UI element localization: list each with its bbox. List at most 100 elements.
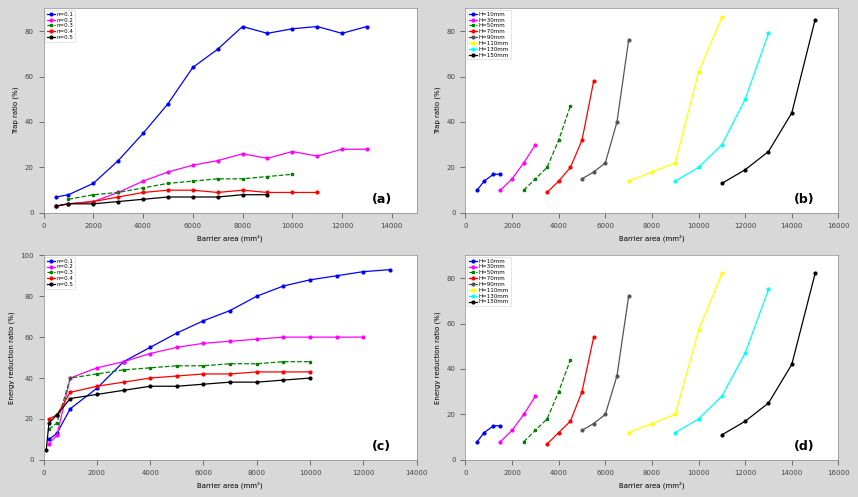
n=0.2 [362,146,372,152]
n=0.1 [118,359,129,365]
H=70mm [542,189,553,195]
n=0.4 [287,189,298,195]
H=30mm [530,142,541,148]
H=90mm [612,373,622,379]
Text: (d): (d) [794,440,814,453]
H=110mm [670,160,680,166]
Line: H=30mm: H=30mm [499,395,537,443]
n=0.5 [278,377,288,383]
H=30mm [518,160,529,166]
n=0.2 [312,153,323,159]
n=0.1 [113,158,124,164]
n=0.5 [251,379,262,385]
Line: n=0.5: n=0.5 [45,377,311,451]
Line: H=30mm: H=30mm [499,143,537,191]
n=0.2 [92,365,102,371]
Line: n=0.2: n=0.2 [55,148,368,207]
Y-axis label: Energy reduction ratio (%): Energy reduction ratio (%) [9,311,15,404]
n=0.5 [198,381,208,387]
H=50mm [542,416,553,422]
n=0.2 [118,359,129,365]
Line: H=110mm: H=110mm [627,16,723,182]
H=50mm [530,427,541,433]
H=110mm [716,270,727,276]
n=0.3 [145,365,155,371]
H=130mm [740,96,751,102]
H=50mm [518,187,529,193]
n=0.4 [263,189,273,195]
H=90mm [589,420,599,426]
H=70mm [542,441,553,447]
n=0.4 [63,201,74,207]
n=0.1 [163,101,173,107]
n=0.4 [44,416,54,422]
H=10mm [472,439,482,445]
n=0.2 [145,350,155,356]
H=50mm [542,165,553,170]
n=0.2 [51,432,62,438]
n=0.2 [44,440,54,446]
H=110mm [624,178,634,184]
n=0.5 [41,447,51,453]
n=0.2 [188,162,198,168]
H=70mm [553,178,564,184]
n=0.3 [92,371,102,377]
H=150mm [764,149,774,155]
n=0.5 [51,412,62,418]
n=0.5 [65,396,76,402]
n=0.3 [251,361,262,367]
Line: H=90mm: H=90mm [581,39,630,180]
n=0.3 [278,359,288,365]
Line: H=10mm: H=10mm [475,424,502,443]
H=70mm [589,334,599,340]
n=0.1 [305,277,315,283]
n=0.3 [113,189,124,195]
n=0.2 [138,178,148,184]
n=0.1 [88,180,99,186]
H=150mm [787,110,797,116]
n=0.2 [163,169,173,175]
n=0.3 [163,180,173,186]
H=150mm [716,180,727,186]
Line: n=0.3: n=0.3 [47,360,311,430]
H=150mm [716,432,727,438]
H=130mm [716,393,727,399]
H=50mm [553,389,564,395]
n=0.5 [113,199,124,205]
n=0.1 [198,318,208,324]
n=0.1 [251,293,262,299]
H=130mm [693,416,704,422]
n=0.4 [213,189,223,195]
H=90mm [577,176,587,182]
n=0.4 [88,199,99,205]
n=0.2 [113,189,124,195]
n=0.1 [238,23,248,29]
n=0.5 [238,192,248,198]
n=0.3 [305,359,315,365]
n=0.3 [238,176,248,182]
Text: (c): (c) [372,440,391,453]
n=0.1 [92,385,102,391]
n=0.2 [213,158,223,164]
n=0.5 [163,194,173,200]
n=0.5 [213,194,223,200]
H=110mm [693,328,704,333]
H=50mm [530,176,541,182]
n=0.4 [198,371,208,377]
n=0.3 [138,185,148,191]
n=0.3 [172,363,182,369]
n=0.1 [213,46,223,52]
H=130mm [670,178,680,184]
H=90mm [624,37,634,43]
n=0.2 [263,156,273,162]
Line: H=50mm: H=50mm [523,358,571,443]
H=70mm [577,389,587,395]
Text: (b): (b) [794,193,814,206]
n=0.4 [118,379,129,385]
Line: H=110mm: H=110mm [627,272,723,434]
H=70mm [565,165,576,170]
n=0.1 [362,23,372,29]
Legend: H=10mm, H=30mm, H=50mm, H=70mm, H=90mm, H=110mm, H=130mm, H=150mm: H=10mm, H=30mm, H=50mm, H=70mm, H=90mm, … [467,257,511,306]
n=0.3 [188,178,198,184]
n=0.5 [305,375,315,381]
